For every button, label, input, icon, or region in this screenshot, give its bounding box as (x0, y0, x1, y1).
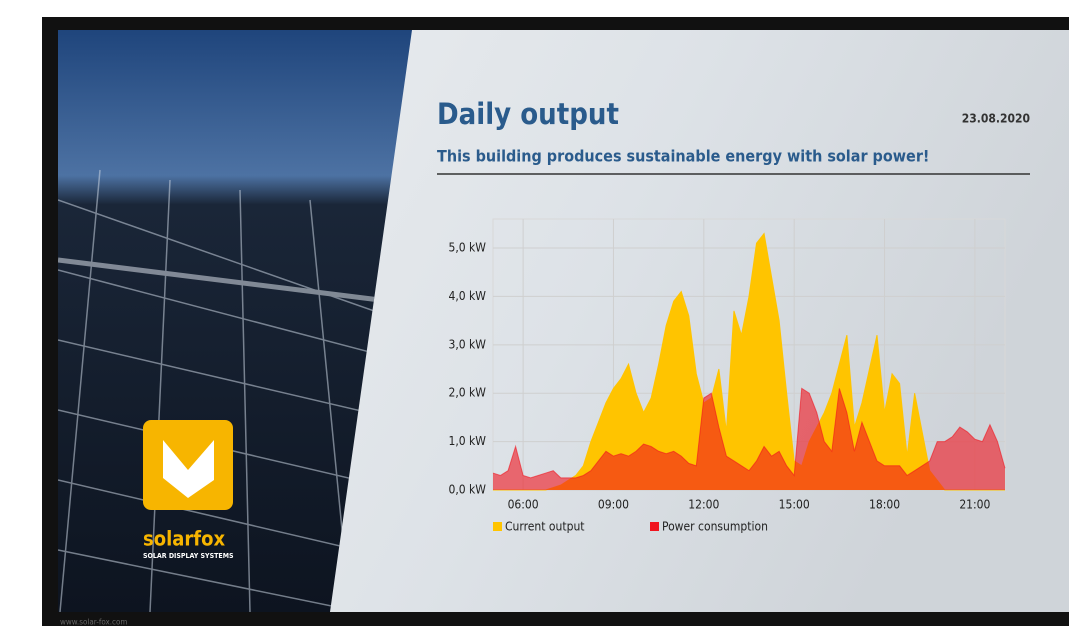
area-line (492, 387, 1006, 479)
x-tick-label: 18:00 (869, 498, 900, 512)
area-fill (493, 388, 1005, 490)
x-tick-label: 12:00 (688, 498, 719, 512)
x-tick-label: 21:00 (959, 498, 990, 512)
area-line (493, 232, 1005, 491)
chart-title: Daily output (437, 97, 619, 131)
y-tick-label: 3,0 kW (448, 337, 486, 351)
logo-mark (143, 420, 233, 510)
chart-subtitle: This building produces sustainable energ… (437, 147, 929, 166)
logo-fox (163, 440, 214, 498)
legend-swatch (650, 522, 659, 531)
y-tick-label: 2,0 kW (448, 386, 486, 400)
chart-date: 23.08.2020 (962, 112, 1030, 126)
y-tick-label: 0,0 kW (448, 483, 486, 497)
brand-tagline: SOLAR DISPLAY SYSTEMS (143, 552, 234, 560)
y-tick-label: 5,0 kW (448, 241, 486, 255)
legend-swatch (493, 522, 502, 531)
legend-label: Power consumption (662, 520, 768, 534)
y-tick-label: 1,0 kW (448, 434, 486, 448)
x-tick-label: 09:00 (598, 498, 629, 512)
brand-name: solarfox (143, 527, 225, 551)
legend-label: Current output (505, 520, 585, 534)
x-tick-label: 06:00 (508, 498, 539, 512)
y-tick-label: 4,0 kW (448, 289, 486, 303)
brand-url: www.solar-fox.com (60, 618, 127, 627)
x-tick-label: 15:00 (779, 498, 810, 512)
area-fill (493, 233, 1005, 490)
